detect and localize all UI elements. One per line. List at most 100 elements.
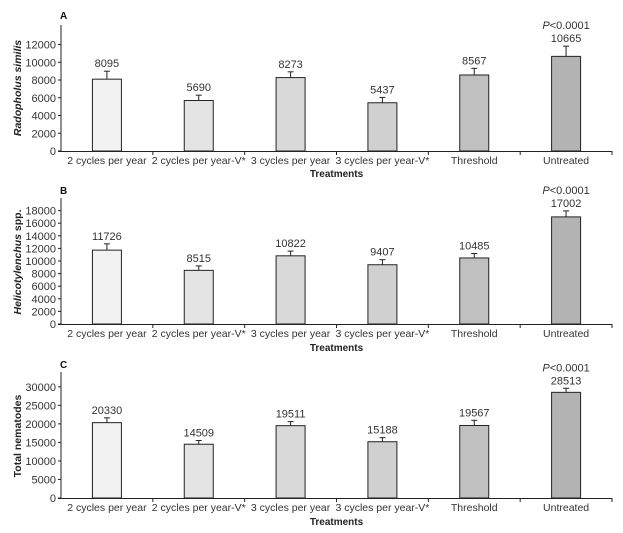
y-tick-label: 0 [50,493,56,505]
x-tick-label: Threshold [451,328,498,340]
bar [183,443,214,499]
y-tick-label: 14000 [25,231,56,243]
p-symbol: P [542,20,550,32]
panel-label: B [60,186,67,197]
x-tick-label: 3 cycles per year [251,328,331,340]
bar [367,441,398,499]
p-symbol: P [542,185,550,197]
y-axis-label-plain: spp. [12,209,24,234]
x-tick-label: 2 cycles per year [67,328,147,340]
bar [91,78,122,152]
bar [551,55,582,152]
bar [459,257,490,325]
y-tick-label: 30000 [25,382,56,394]
data-label: 11726 [92,231,122,243]
y-tick-label: 0 [50,319,56,331]
y-axis-label: Helicotylenchus spp. [12,209,24,314]
y-tick-label: 8000 [32,269,56,281]
y-tick-label: 12000 [25,243,56,255]
x-axis-label: Treatments [310,517,364,528]
y-tick-label: 8000 [32,75,56,87]
x-axis-label: Treatments [310,343,364,354]
x-tick-label: Untreated [543,502,589,514]
data-label: 8095 [95,58,119,70]
x-tick-label: 3 cycles per year-V* [335,155,429,167]
bar [275,255,306,325]
data-label: 14509 [183,428,214,440]
significance-annotation: P<0.0001 [542,20,589,32]
y-axis-label: Total nematodes [12,395,24,478]
bar [91,422,122,499]
y-tick-label: 5000 [32,474,56,486]
y-tick-label: 25000 [25,400,56,412]
data-label: 5690 [187,82,211,94]
x-tick-label: 3 cycles per year [251,155,331,167]
x-tick-label: 2 cycles per year [67,502,147,514]
x-tick-label: 2 cycles per year-V* [152,502,246,514]
x-tick-label: 2 cycles per year-V* [152,328,246,340]
bar [459,424,490,499]
y-tick-label: 15000 [25,437,56,449]
bar [551,216,582,325]
panel-label: A [60,11,67,22]
x-tick-label: Threshold [451,155,498,167]
data-label: 5437 [370,84,394,96]
x-tick-label: Untreated [543,328,589,340]
data-label: 8567 [462,55,486,67]
panel-b: B 020004000600080001000012000140001600018… [12,185,613,354]
bar [367,264,398,325]
y-tick-label: 6000 [32,93,56,105]
x-axis-label: Treatments [310,169,364,180]
data-label: 10665 [551,33,582,45]
data-label: 8515 [187,253,211,265]
y-tick-label: 2000 [32,128,56,140]
bar [367,102,398,152]
data-label: 15188 [367,425,398,437]
p-value: <0.0001 [550,20,590,32]
y-tick-label: 20000 [25,419,56,431]
y-tick-label: 18000 [25,206,56,218]
x-tick-label: 2 cycles per year-V* [152,155,246,167]
x-tick-label: 3 cycles per year-V* [335,502,429,514]
significance-annotation: P<0.0001 [542,362,589,374]
y-axis-label-italic: Helicotylenchus [12,234,24,315]
p-value: <0.0001 [550,185,590,197]
data-label: 20330 [92,405,123,417]
data-label: 17002 [551,198,582,210]
panel-label: C [60,360,67,371]
x-tick-label: Untreated [543,155,589,167]
bar [91,249,122,325]
data-label: 9407 [370,247,394,259]
bar [183,269,214,325]
data-label: 8273 [278,59,302,71]
data-label: 28513 [551,375,582,387]
bar [551,391,582,499]
x-tick-label: 2 cycles per year [67,155,147,167]
y-tick-label: 0 [50,146,56,158]
y-tick-label: 12000 [25,40,56,52]
data-label: 19511 [276,409,306,421]
y-tick-label: 16000 [25,218,56,230]
data-label: 10485 [459,241,490,253]
bar [275,77,306,152]
x-tick-label: 3 cycles per year [251,502,331,514]
y-tick-label: 6000 [32,281,56,293]
bar [459,74,490,152]
p-value: <0.0001 [550,362,590,374]
y-tick-label: 4000 [32,111,56,123]
bar [183,100,214,152]
y-tick-label: 10000 [25,57,56,69]
bar [275,425,306,499]
y-tick-label: 4000 [32,294,56,306]
p-symbol: P [542,362,550,374]
significance-annotation: P<0.0001 [542,185,589,197]
y-tick-label: 10000 [25,256,56,268]
x-tick-label: 3 cycles per year-V* [335,328,429,340]
data-label: 19567 [459,407,490,419]
y-axis-label: Radopholus similis [12,40,24,136]
y-tick-label: 10000 [25,456,56,468]
x-tick-label: Threshold [451,502,498,514]
